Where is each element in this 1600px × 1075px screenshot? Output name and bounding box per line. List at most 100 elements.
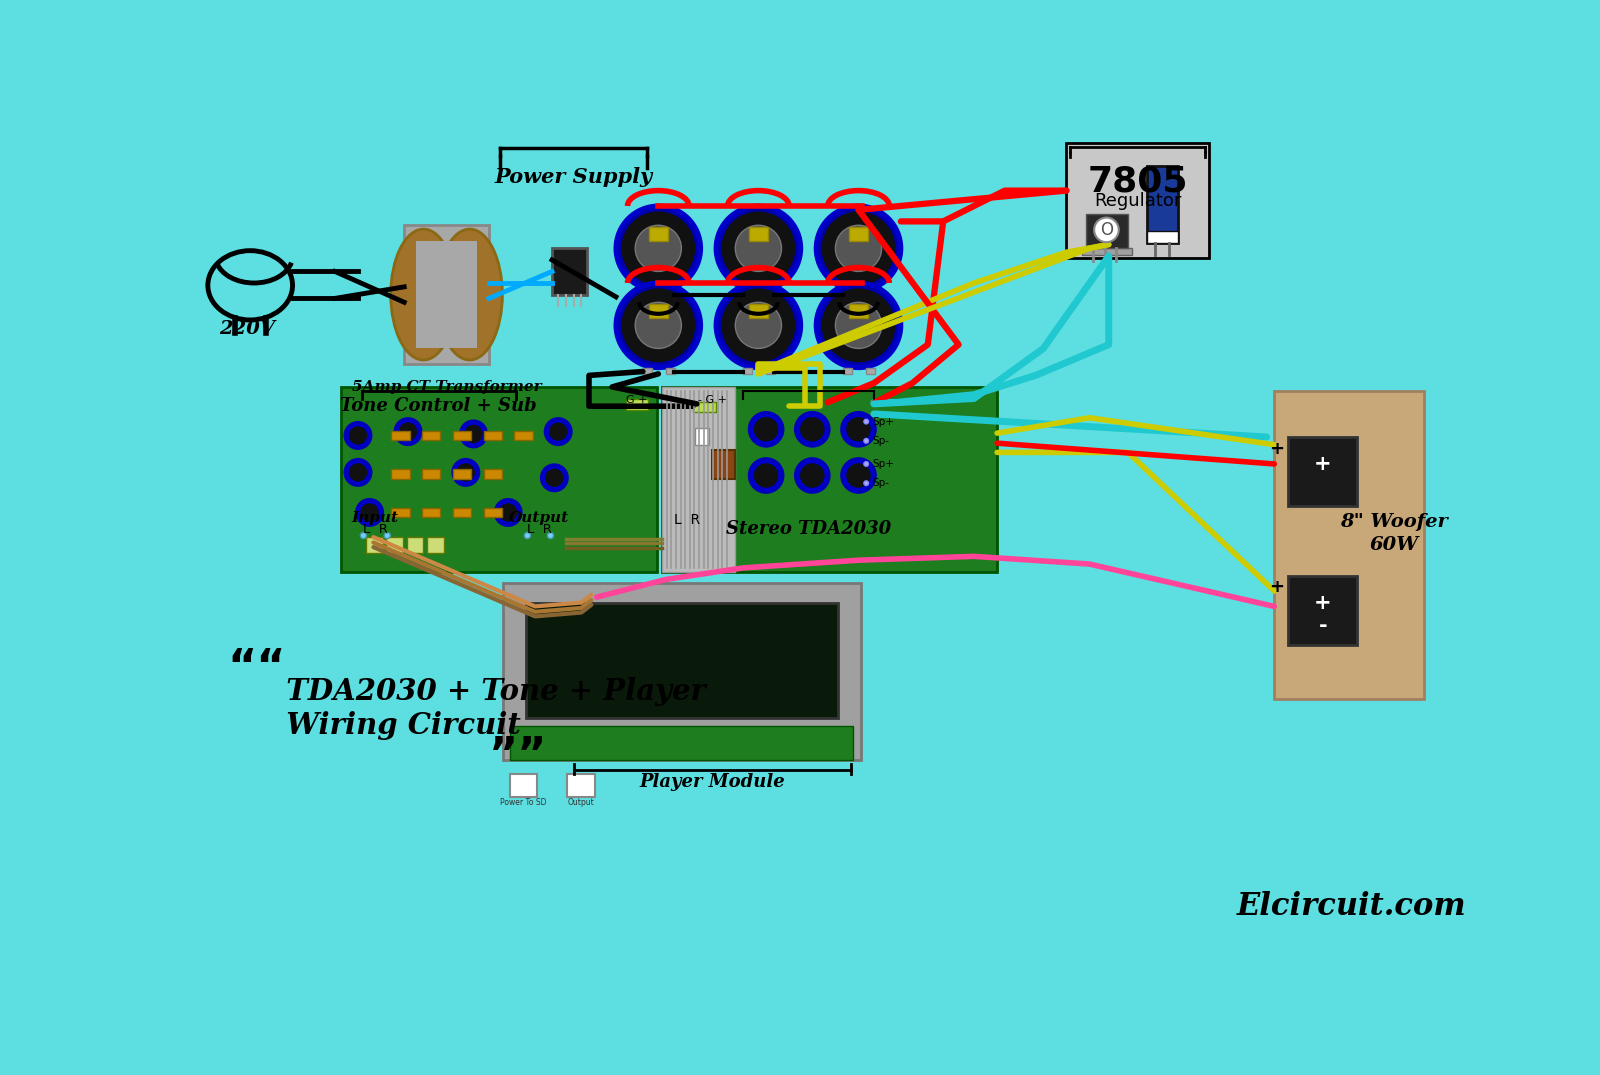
Bar	[390, 470, 410, 478]
Text: Tone Control + Sub: Tone Control + Sub	[341, 397, 538, 415]
Text: +: +	[1314, 592, 1331, 613]
Bar	[1086, 214, 1128, 248]
Circle shape	[453, 459, 478, 486]
Text: L  R: L R	[363, 522, 387, 536]
Text: Player Module: Player Module	[640, 773, 786, 791]
Text: Sp+: Sp+	[872, 459, 894, 469]
Circle shape	[461, 420, 486, 447]
Bar	[650, 304, 667, 317]
Text: G +: G +	[626, 395, 648, 405]
Text: Output: Output	[509, 511, 570, 525]
Text: Input: Input	[352, 511, 398, 525]
Bar	[453, 470, 470, 478]
Text: 220V: 220V	[219, 320, 275, 339]
Circle shape	[494, 500, 522, 526]
Bar	[526, 603, 838, 718]
Text: ““: ““	[227, 646, 286, 689]
Circle shape	[1094, 217, 1118, 242]
Text: 60W: 60W	[1370, 535, 1418, 554]
Bar	[766, 368, 776, 374]
Bar	[568, 774, 595, 798]
Bar	[422, 507, 440, 517]
Circle shape	[717, 206, 800, 290]
Text: Power To SD: Power To SD	[501, 799, 547, 807]
FancyBboxPatch shape	[662, 387, 997, 572]
Circle shape	[842, 459, 875, 492]
Circle shape	[736, 302, 781, 348]
Circle shape	[346, 459, 371, 486]
Text: O: O	[1099, 220, 1114, 239]
Bar	[693, 402, 717, 413]
Circle shape	[635, 302, 682, 348]
Text: L  R: L R	[526, 522, 552, 536]
Bar	[552, 248, 587, 295]
Bar	[749, 304, 768, 317]
Bar	[406, 538, 424, 553]
Circle shape	[736, 226, 781, 272]
Text: Elcircuit.com: Elcircuit.com	[1237, 891, 1466, 922]
Circle shape	[360, 532, 366, 539]
Circle shape	[800, 418, 824, 441]
Bar	[390, 507, 410, 517]
Text: +: +	[1269, 578, 1285, 597]
Text: Sp+: Sp+	[872, 417, 894, 427]
Text: L  R: L R	[675, 513, 701, 527]
Bar	[1082, 248, 1131, 255]
Text: 7805: 7805	[1088, 164, 1187, 199]
Bar	[643, 290, 653, 297]
Circle shape	[525, 532, 531, 539]
Circle shape	[822, 289, 894, 361]
Bar	[366, 538, 382, 553]
Circle shape	[349, 464, 366, 481]
Text: Sp-: Sp-	[872, 478, 890, 488]
Bar	[866, 290, 875, 297]
Circle shape	[800, 464, 824, 487]
Circle shape	[357, 500, 382, 526]
Circle shape	[346, 422, 371, 448]
Circle shape	[546, 470, 563, 486]
Circle shape	[864, 419, 869, 424]
Circle shape	[864, 461, 869, 467]
Circle shape	[755, 418, 778, 441]
Bar	[742, 290, 752, 297]
Bar	[666, 368, 675, 374]
Text: +: +	[1314, 454, 1331, 474]
Bar	[483, 507, 502, 517]
Polygon shape	[1274, 391, 1424, 699]
Text: 5Amp CT Transformer: 5Amp CT Transformer	[352, 379, 541, 393]
Bar	[650, 227, 667, 241]
Bar	[453, 431, 470, 440]
Circle shape	[622, 212, 694, 285]
Circle shape	[722, 289, 795, 361]
Text: +: +	[1269, 440, 1285, 458]
Bar	[850, 304, 867, 317]
Circle shape	[846, 418, 870, 441]
Text: Power Supply: Power Supply	[494, 167, 653, 187]
Bar	[510, 774, 538, 798]
Text: -: -	[1318, 616, 1326, 635]
Bar	[405, 226, 490, 363]
Text: Wiring Circuit: Wiring Circuit	[266, 712, 520, 741]
Bar	[483, 431, 502, 440]
Text: TDA2030 + Tone + Player: TDA2030 + Tone + Player	[266, 676, 706, 705]
Circle shape	[816, 283, 901, 368]
Circle shape	[362, 504, 378, 521]
Circle shape	[835, 226, 882, 272]
Circle shape	[717, 283, 800, 368]
Bar	[422, 431, 440, 440]
Circle shape	[384, 532, 390, 539]
Bar	[749, 227, 768, 241]
Circle shape	[458, 464, 474, 481]
Bar	[662, 387, 736, 572]
Bar	[390, 431, 410, 440]
Circle shape	[864, 439, 869, 443]
Circle shape	[541, 464, 568, 491]
Text: Regulator: Regulator	[1094, 191, 1181, 210]
Bar	[643, 368, 653, 374]
Bar	[453, 507, 470, 517]
Bar	[1147, 231, 1178, 243]
Circle shape	[795, 413, 829, 446]
Text: ””: ””	[490, 735, 547, 778]
Bar	[422, 470, 440, 478]
Bar	[1288, 438, 1357, 506]
